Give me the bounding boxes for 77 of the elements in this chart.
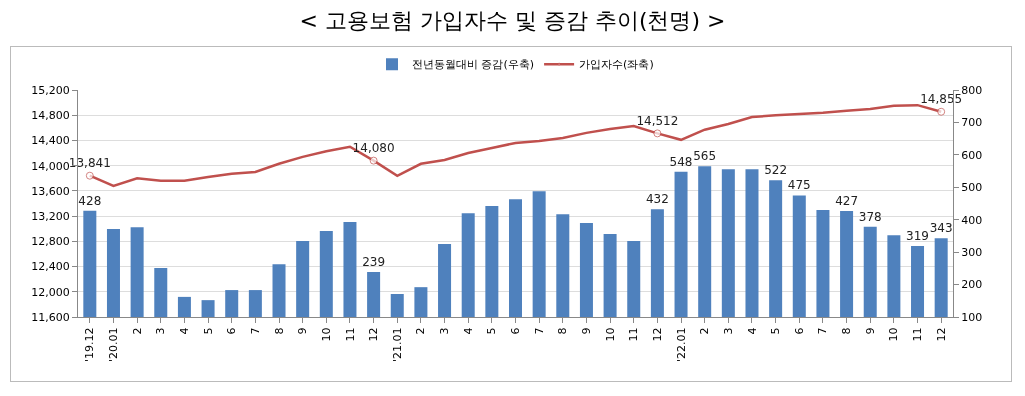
x-tick-label: 9 [863, 327, 877, 335]
x-tick-label: 11 [911, 327, 925, 342]
x-tick-label: 5 [769, 327, 783, 335]
x-tick-label: 2 [414, 327, 428, 335]
data-label: 13,841 [68, 156, 111, 171]
x-tick-label: 7 [816, 327, 830, 335]
x-tick-label: 6 [792, 327, 806, 335]
x-tick-label: 6 [225, 327, 239, 335]
x-tick-label: 3 [154, 327, 168, 335]
x-tick-label: '22.01 [674, 327, 688, 362]
x-tick-label: 7 [532, 327, 546, 335]
x-tick-label: 9 [296, 327, 310, 335]
y2-tick-label: 300 [961, 245, 983, 259]
y-tick-label: 13,200 [31, 209, 70, 223]
x-tick-label: '19.12 [83, 327, 97, 362]
data-label: 319 [906, 228, 929, 243]
y-tick-label: 14,400 [31, 134, 70, 148]
x-tick-label: 11 [627, 327, 641, 342]
y-tick-label: 13,600 [31, 184, 70, 198]
legend-label: 전년동월대비 증감(우축) [412, 58, 535, 72]
x-tick-label: 12 [650, 327, 664, 342]
y2-tick-label: 100 [961, 310, 983, 324]
data-label: 565 [693, 149, 717, 164]
x-tick-label: 10 [603, 327, 617, 342]
x-tick-label: 2 [130, 327, 144, 335]
data-label: 428 [78, 193, 102, 208]
y-tick-label: 14,000 [31, 159, 70, 173]
x-tick-label: 8 [556, 327, 570, 335]
y2-tick-label: 600 [961, 148, 983, 162]
x-tick-label: 3 [438, 327, 452, 335]
data-label: 427 [835, 193, 859, 208]
data-label: 378 [858, 209, 882, 224]
data-label: 475 [787, 178, 811, 193]
data-label: 343 [929, 221, 953, 236]
x-tick-label: 4 [745, 327, 759, 335]
x-tick-label: 4 [461, 327, 475, 335]
x-tick-label: 5 [201, 327, 215, 335]
x-tick-label: 2 [698, 327, 712, 335]
y2-tick-label: 200 [961, 278, 983, 292]
y-tick-label: 14,800 [31, 109, 70, 123]
point [653, 129, 662, 138]
data-label: 14,855 [920, 92, 963, 107]
data-label: 432 [645, 192, 669, 207]
x-tick-label: 10 [319, 327, 333, 342]
data-label: 14,512 [636, 114, 679, 129]
x-tick-label: 3 [721, 327, 735, 335]
y2-tick-label: 800 [961, 83, 983, 97]
chart-title: < 고용보험 가입자수 및 증감 추이(천명) > [298, 7, 727, 35]
data-label: 14,080 [352, 141, 395, 156]
x-tick-label: 6 [509, 327, 523, 335]
y-tick-label: 11,600 [31, 310, 70, 324]
y2-tick-label: 700 [961, 116, 983, 130]
x-tick-label: 4 [177, 327, 191, 335]
x-tick-label: 12 [367, 327, 381, 342]
data-label: 548 [669, 154, 693, 169]
x-tick-label: 8 [840, 327, 854, 335]
point [937, 107, 946, 116]
x-tick-label: 8 [272, 327, 286, 335]
data-label: 239 [362, 254, 386, 269]
x-tick-label: 7 [248, 327, 262, 335]
y-tick-label: 12,000 [31, 285, 70, 299]
x-tick-label: 9 [580, 327, 594, 335]
point [85, 171, 94, 180]
x-tick-label: 12 [934, 327, 948, 342]
x-tick-label: 11 [343, 327, 357, 342]
y2-tick-label: 400 [961, 213, 983, 227]
x-tick-label: 5 [485, 327, 499, 335]
x-tick-label: '20.01 [107, 327, 121, 362]
y2-tick-label: 500 [961, 181, 983, 195]
point [369, 156, 378, 165]
x-tick-label: '21.01 [390, 327, 404, 362]
x-tick-label: 10 [887, 327, 901, 342]
y-tick-label: 12,400 [31, 260, 70, 274]
y-tick-label: 12,800 [31, 235, 70, 249]
legend-label: 가입자수(좌축) [579, 58, 654, 72]
y-tick-label: 15,200 [31, 83, 70, 97]
data-label: 522 [764, 163, 788, 178]
